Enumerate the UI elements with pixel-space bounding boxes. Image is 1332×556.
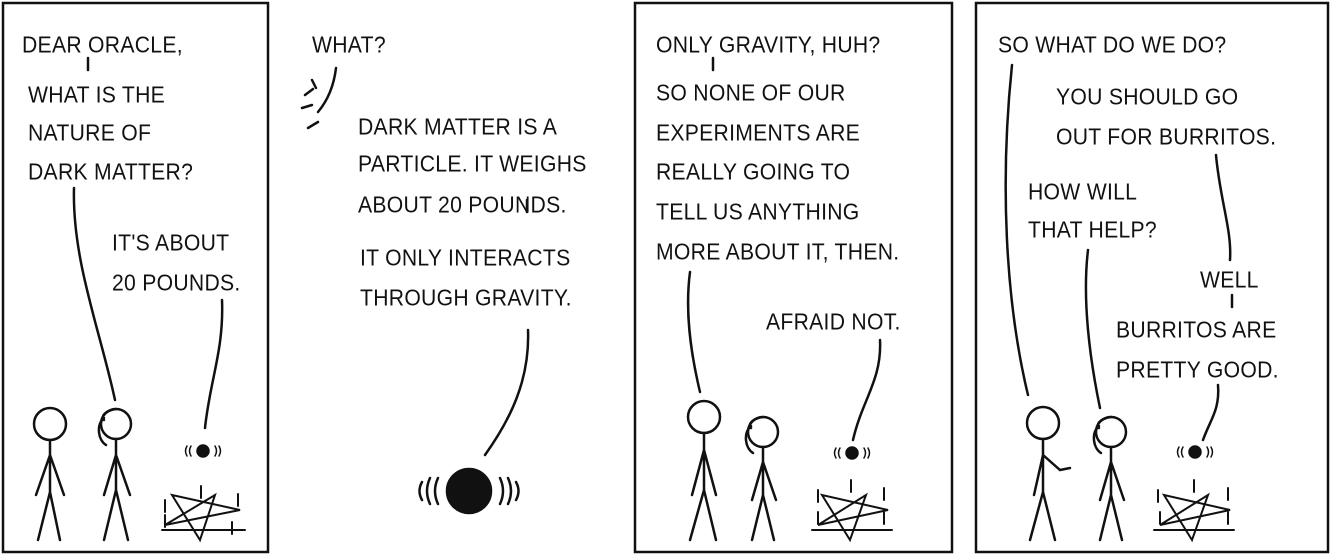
- panel-3-speech-tails: [686, 56, 882, 442]
- dialogue-line: SO NONE OF OUR: [656, 79, 846, 106]
- dialogue-line: SO WHAT DO WE DO?: [998, 31, 1227, 58]
- panel-4-speech-tails: [1004, 63, 1234, 442]
- panel-1-border: [1, 1, 270, 554]
- dialogue-line: ONLY GRAVITY, HUH?: [656, 31, 881, 58]
- dialogue-line: PARTICLE. IT WEIGHS: [358, 150, 587, 177]
- dialogue-line: DARK MATTER?: [28, 158, 194, 185]
- stick-figure-woman: [1092, 415, 1128, 542]
- dialogue-line: NATURE OF: [28, 119, 152, 146]
- dark-matter-particle-small: [1176, 445, 1214, 459]
- panel-1-speech-tails: [72, 56, 224, 430]
- stick-figure-man: [686, 399, 722, 542]
- dialogue-line: IT'S ABOUT: [112, 229, 230, 256]
- dialogue-line: IT ONLY INTERACTS: [360, 244, 571, 271]
- dialogue-line: YOU SHOULD GO: [1056, 83, 1239, 110]
- pentagram-candles: [811, 479, 893, 543]
- dialogue-line: 20 POUNDS.: [112, 269, 241, 296]
- dark-matter-particle-small: [833, 446, 871, 460]
- dialogue-line: REALLY GOING TO: [656, 158, 851, 185]
- dialogue-line: THAT HELP?: [1028, 216, 1157, 243]
- dialogue-line: OUT FOR BURRITOS.: [1056, 123, 1277, 150]
- pentagram-candles: [1153, 479, 1235, 543]
- dialogue-line: EXPERIMENTS ARE: [656, 119, 861, 146]
- panel-3-border: [633, 1, 954, 554]
- dialogue-line: WHAT IS THE: [28, 81, 166, 108]
- dialogue-line: BURRITOS ARE: [1116, 316, 1277, 343]
- dialogue-line: HOW WILL: [1028, 178, 1138, 205]
- dialogue-line: WELL: [1200, 266, 1259, 293]
- stick-figure-woman: [97, 407, 133, 542]
- panel-4-border: [974, 1, 1330, 554]
- dialogue-line: TELL US ANYTHING: [656, 198, 860, 225]
- dark-matter-particle-small: [184, 444, 222, 458]
- panel-2-speech-tails: [300, 66, 530, 457]
- dialogue-line: DEAR ORACLE,: [22, 31, 183, 58]
- dialogue-line: THROUGH GRAVITY.: [360, 284, 572, 311]
- dialogue-line: ABOUT 20 POUNDS.: [358, 191, 567, 218]
- stick-figure-man: [32, 406, 68, 542]
- dialogue-line: AFRAID NOT.: [766, 308, 901, 335]
- dialogue-line: MORE ABOUT IT, THEN.: [656, 238, 900, 265]
- stick-figure-woman: [744, 415, 780, 542]
- stick-figure-man: [1025, 405, 1072, 542]
- dark-matter-particle-large: [418, 467, 520, 515]
- dialogue-line: WHAT?: [312, 31, 386, 58]
- dialogue-line: PRETTY GOOD.: [1116, 356, 1279, 383]
- dialogue-line: DARK MATTER IS A: [358, 113, 558, 140]
- pentagram-candles: [161, 485, 246, 543]
